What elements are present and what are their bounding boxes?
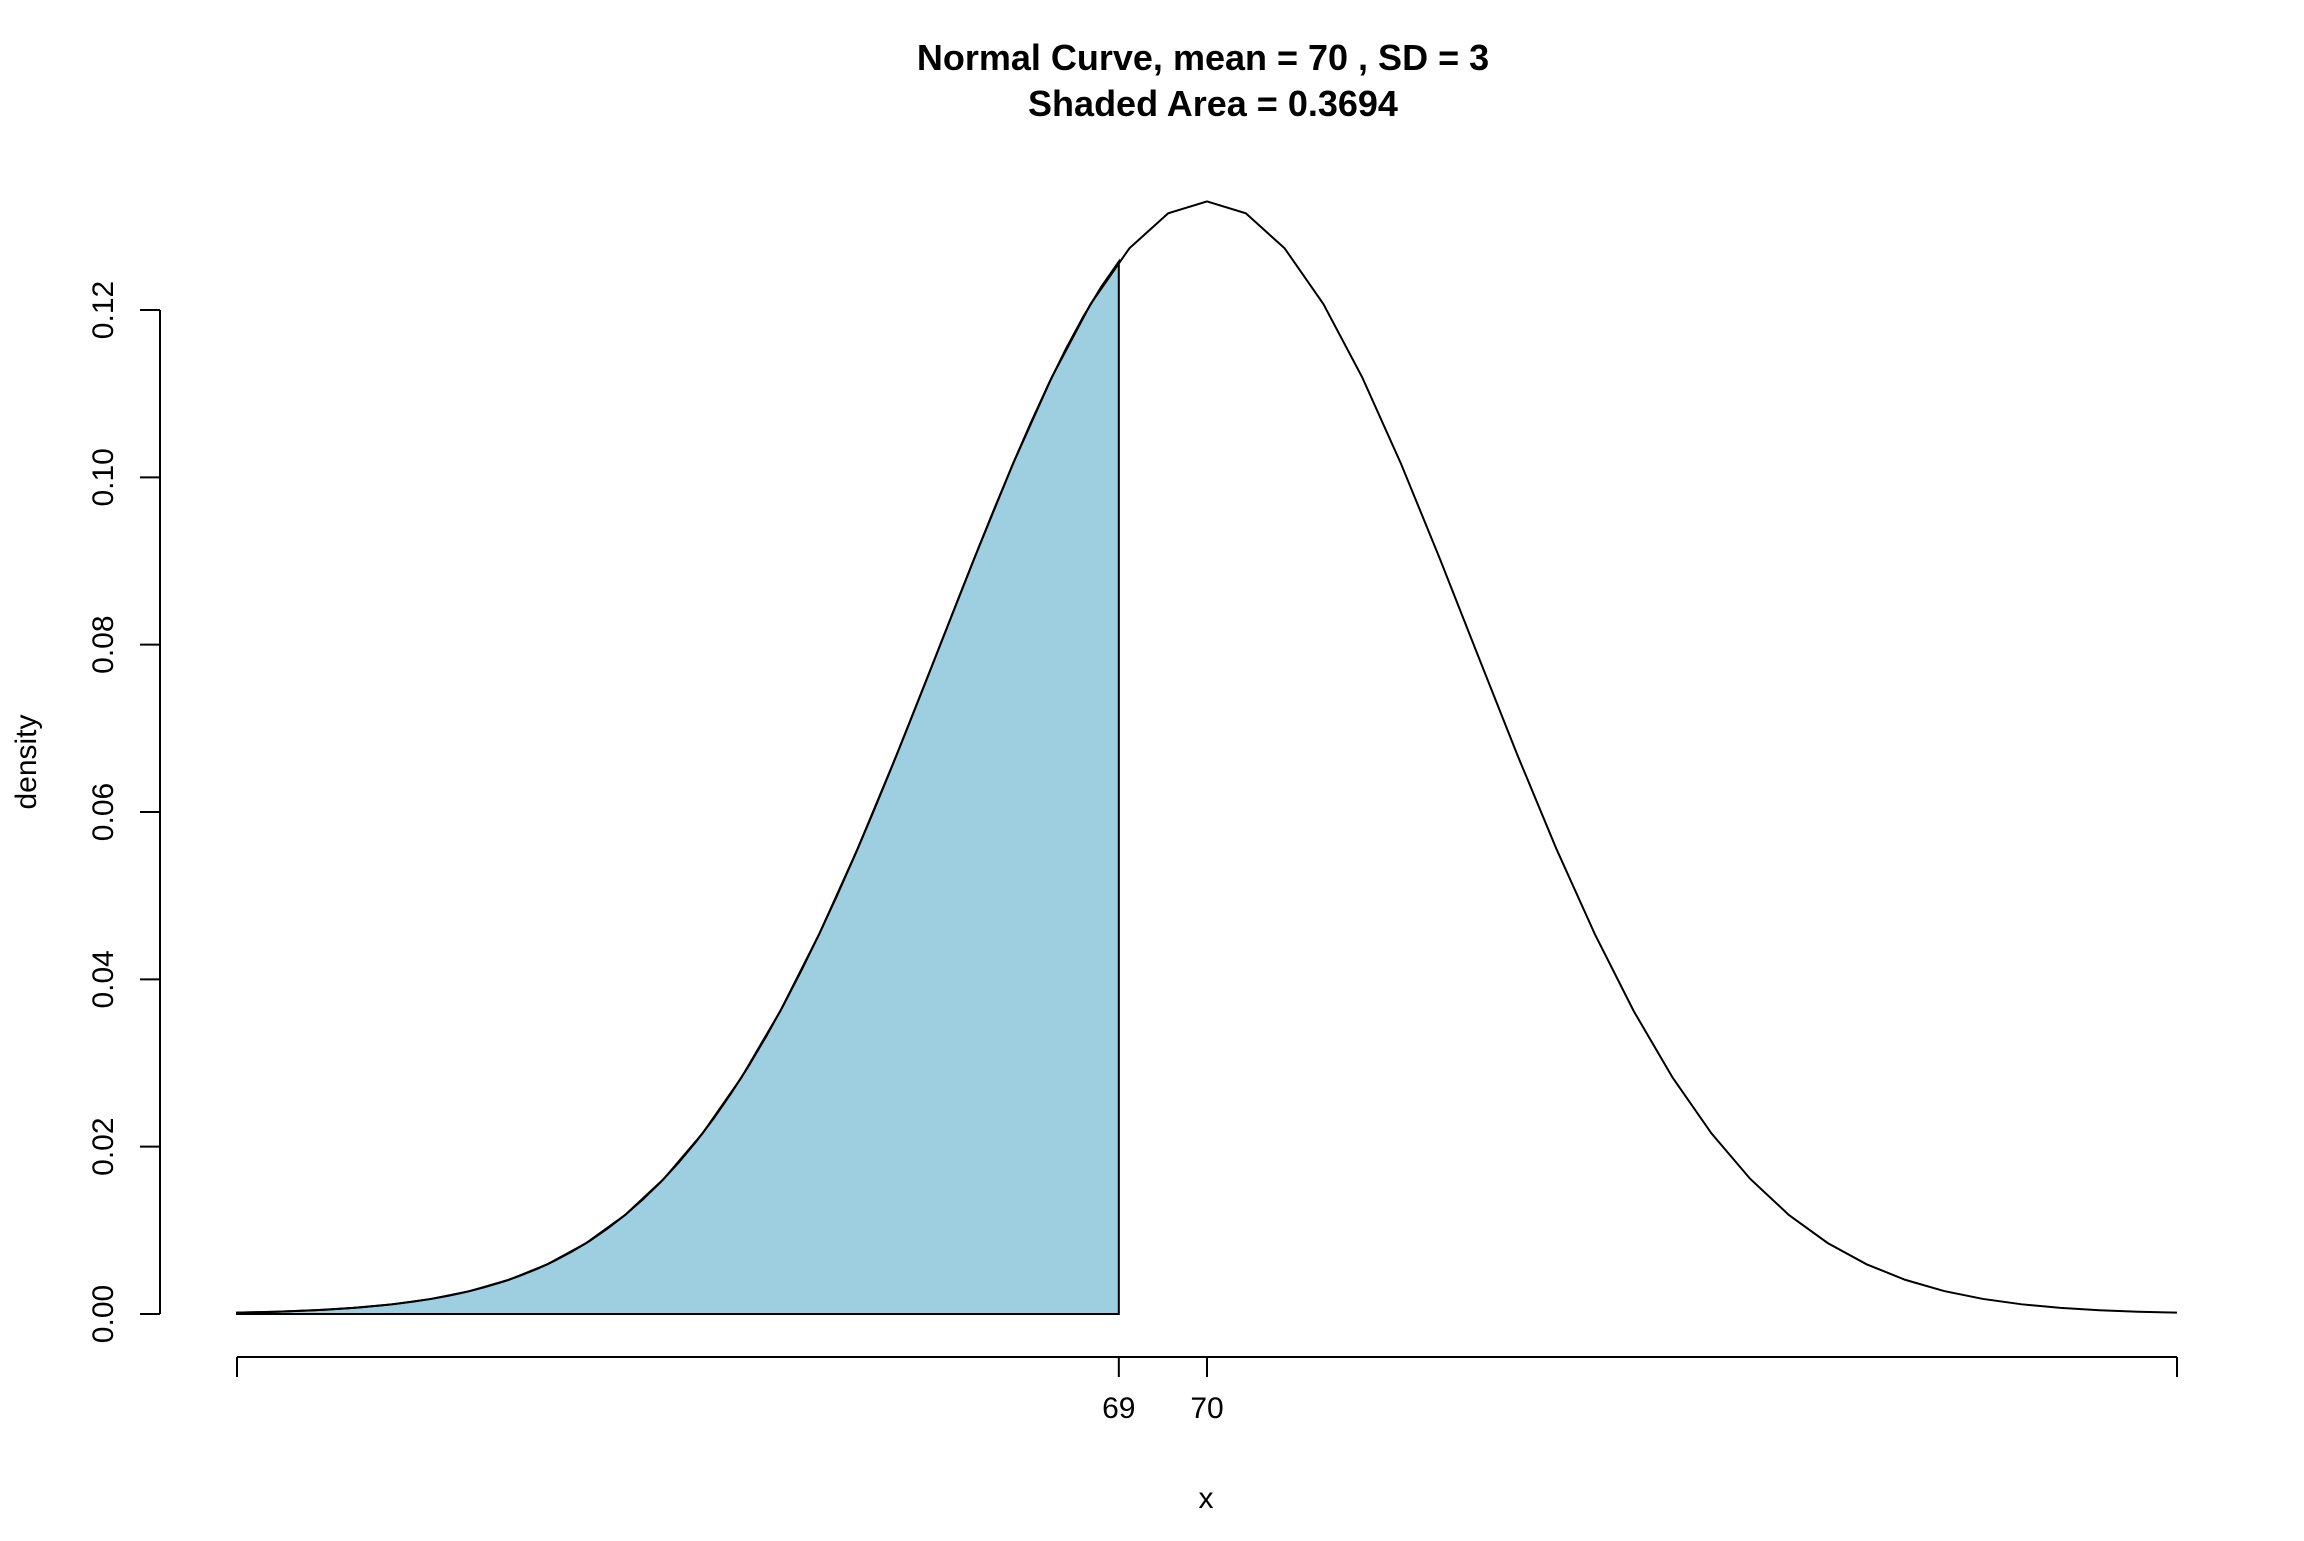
y-axis: 0.00 0.02 0.04 0.06 0.08 0.10 0.12 — [87, 281, 161, 1343]
y-tick-label: 0.06 — [87, 783, 120, 841]
chart-subtitle: Shaded Area = 0.3694 — [1028, 83, 1398, 124]
density-curve — [236, 200, 2178, 1314]
x-tick-label: 70 — [1190, 1392, 1223, 1425]
x-tick-label: 69 — [1102, 1392, 1135, 1425]
y-tick-label: 0.00 — [87, 1285, 120, 1343]
x-axis-label: x — [1199, 1482, 1214, 1515]
plot-area — [236, 200, 2178, 1315]
y-tick-label: 0.04 — [87, 950, 120, 1008]
y-tick-label: 0.02 — [87, 1117, 120, 1175]
y-tick-label: 0.08 — [87, 615, 120, 673]
x-axis: 69 70 — [236, 1356, 2178, 1425]
y-tick-label: 0.12 — [87, 281, 120, 339]
y-tick-label: 0.10 — [87, 448, 120, 506]
shaded-area — [236, 258, 1120, 1315]
chart-title: Normal Curve, mean = 70 , SD = 3 — [917, 37, 1489, 78]
y-axis-label: density — [10, 714, 43, 809]
